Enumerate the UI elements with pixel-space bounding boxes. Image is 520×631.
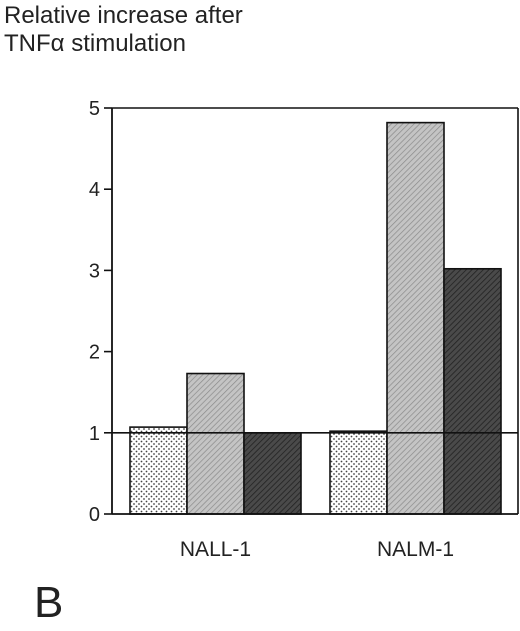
bar-nall-1-series-1 (129, 426, 188, 515)
bars-group (129, 121, 502, 515)
x-tick-label-nalm-1: NALM-1 (377, 538, 454, 561)
y-tick-label-2: 2 (89, 342, 100, 364)
bar-nalm-1-series-3 (443, 267, 502, 515)
x-tick-label-nall-1: NALL-1 (180, 538, 251, 561)
y-axis-title: Relative increase after TNFα stimulation (4, 2, 243, 58)
bar-nall-1-series-2 (186, 372, 245, 515)
bar-nalm-1-series-2 (386, 121, 445, 515)
y-tick-label-1: 1 (89, 423, 100, 445)
y-tick-label-0: 0 (89, 504, 100, 526)
y-tick-label-5: 5 (89, 98, 100, 120)
panel-label: B (34, 578, 64, 627)
axes-group: NALL-1 NALM-1 0 1 2 3 4 5 (89, 98, 519, 561)
bar-nalm-1-series-1 (329, 430, 388, 515)
y-axis-title-line-1: Relative increase after (4, 2, 243, 29)
bar-nall-1-series-3 (243, 431, 302, 515)
y-tick-label-3: 3 (89, 260, 100, 282)
y-tick-label-4: 4 (89, 179, 100, 201)
y-axis-title-line-2: TNFα stimulation (4, 30, 186, 57)
